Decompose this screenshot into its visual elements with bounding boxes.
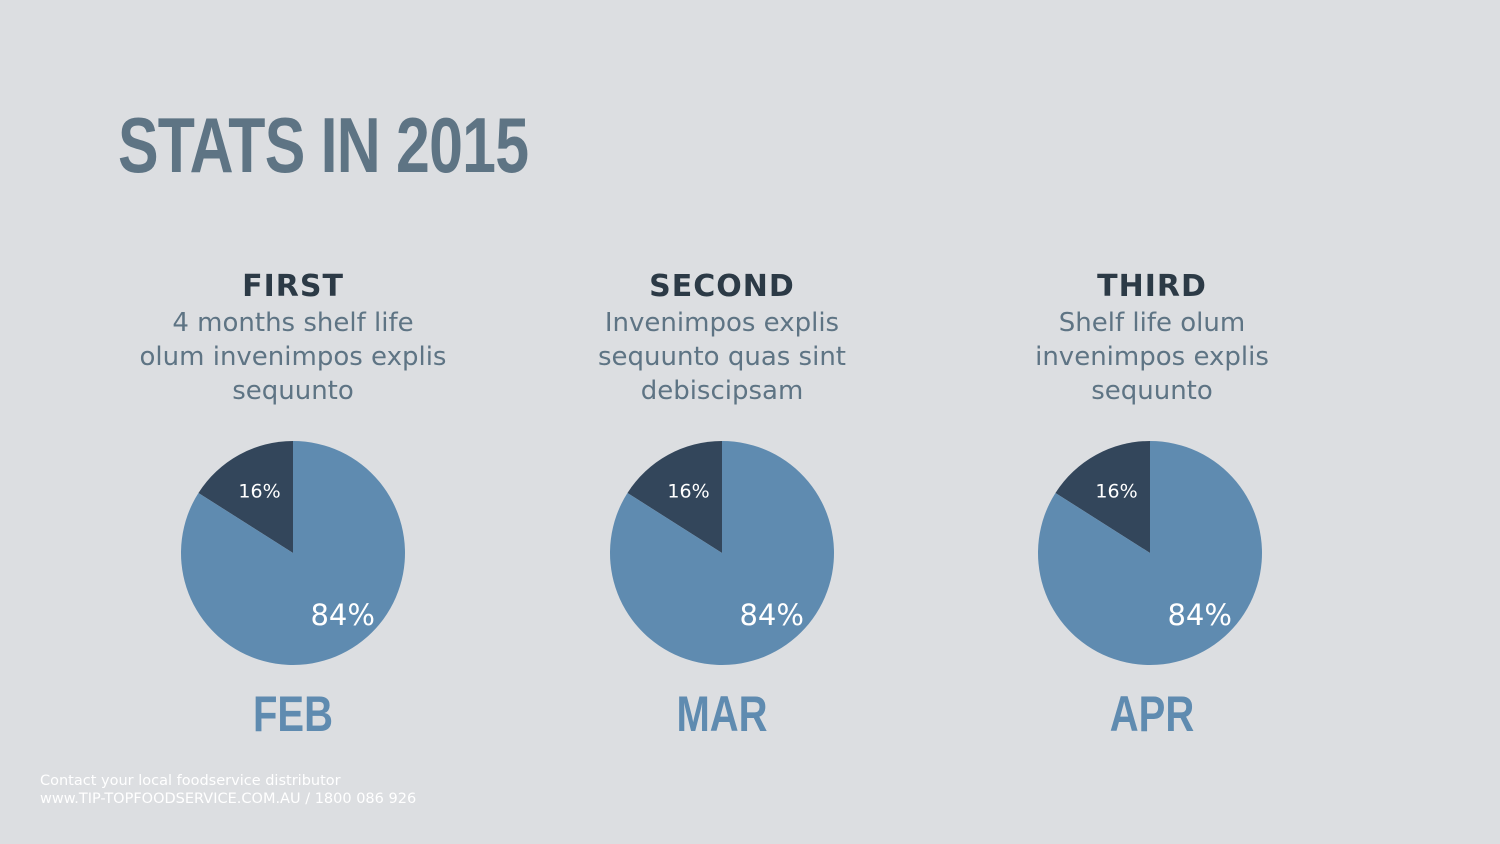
pie-slice-major — [1038, 441, 1262, 665]
pie-slice-major — [610, 441, 834, 665]
pie-slice-minor — [198, 441, 293, 553]
footer-line: www.TIP-TOPFOODSERVICE.COM.AU / 1800 086… — [40, 791, 417, 807]
description-line: Invenimpos explis — [604, 308, 840, 338]
panel-heading: THIRD — [1097, 269, 1207, 304]
pie-slice-minor — [1055, 441, 1150, 553]
panel-description: Invenimpos explis sequunto quas sint deb… — [542, 306, 902, 408]
pie-label-major: 84% — [1167, 598, 1231, 632]
pie-label-minor: 16% — [667, 481, 709, 503]
footer-line: Contact your local foodservice distribut… — [40, 773, 341, 789]
stat-panel-first: FIRST 4 months shelf life olum invenimpo… — [78, 268, 508, 408]
stat-panel-second: SECOND Invenimpos explis sequunto quas s… — [507, 268, 937, 408]
panel-description: Shelf life olum invenimpos explis sequun… — [972, 306, 1332, 408]
pie-chart-mar: 16% 84% — [609, 440, 835, 666]
pie-slice-minor — [627, 441, 722, 553]
stat-panel-third: THIRD Shelf life olum invenimpos explis … — [937, 268, 1367, 408]
page-title: STATS IN 2015 — [118, 101, 529, 189]
month-label-apr: APR — [1109, 686, 1195, 742]
pie-chart-feb: 16% 84% — [180, 440, 406, 666]
pie-chart-svg: 16% 84% — [610, 441, 834, 665]
month-label-mar: MAR — [676, 686, 768, 742]
footer-contact: Contact your local foodservice distribut… — [40, 772, 416, 808]
description-line: sequunto quas sint — [597, 342, 846, 372]
pie-label-major: 84% — [739, 598, 803, 632]
month-label-feb: FEB — [253, 686, 333, 742]
pie-label-minor: 16% — [1095, 481, 1137, 503]
pie-chart-svg: 16% 84% — [1038, 441, 1262, 665]
pie-label-major: 84% — [310, 598, 374, 632]
description-line: olum invenimpos explis — [139, 342, 447, 372]
panel-heading: FIRST — [242, 269, 344, 304]
panel-heading: SECOND — [649, 269, 795, 304]
description-line: debiscipsam — [640, 376, 804, 406]
description-line: 4 months shelf life — [172, 308, 414, 338]
pie-slice-major — [180, 441, 405, 665]
pie-chart-apr: 16% 84% — [1037, 440, 1263, 666]
description-line: sequunto — [1091, 376, 1213, 406]
description-line: invenimpos explis — [1035, 342, 1269, 372]
description-line: sequunto — [232, 376, 354, 406]
pie-chart-svg: 16% 84% — [180, 441, 405, 665]
panel-description: 4 months shelf life olum invenimpos expl… — [113, 306, 473, 408]
description-line: Shelf life olum — [1058, 308, 1246, 338]
pie-label-minor: 16% — [238, 481, 280, 503]
